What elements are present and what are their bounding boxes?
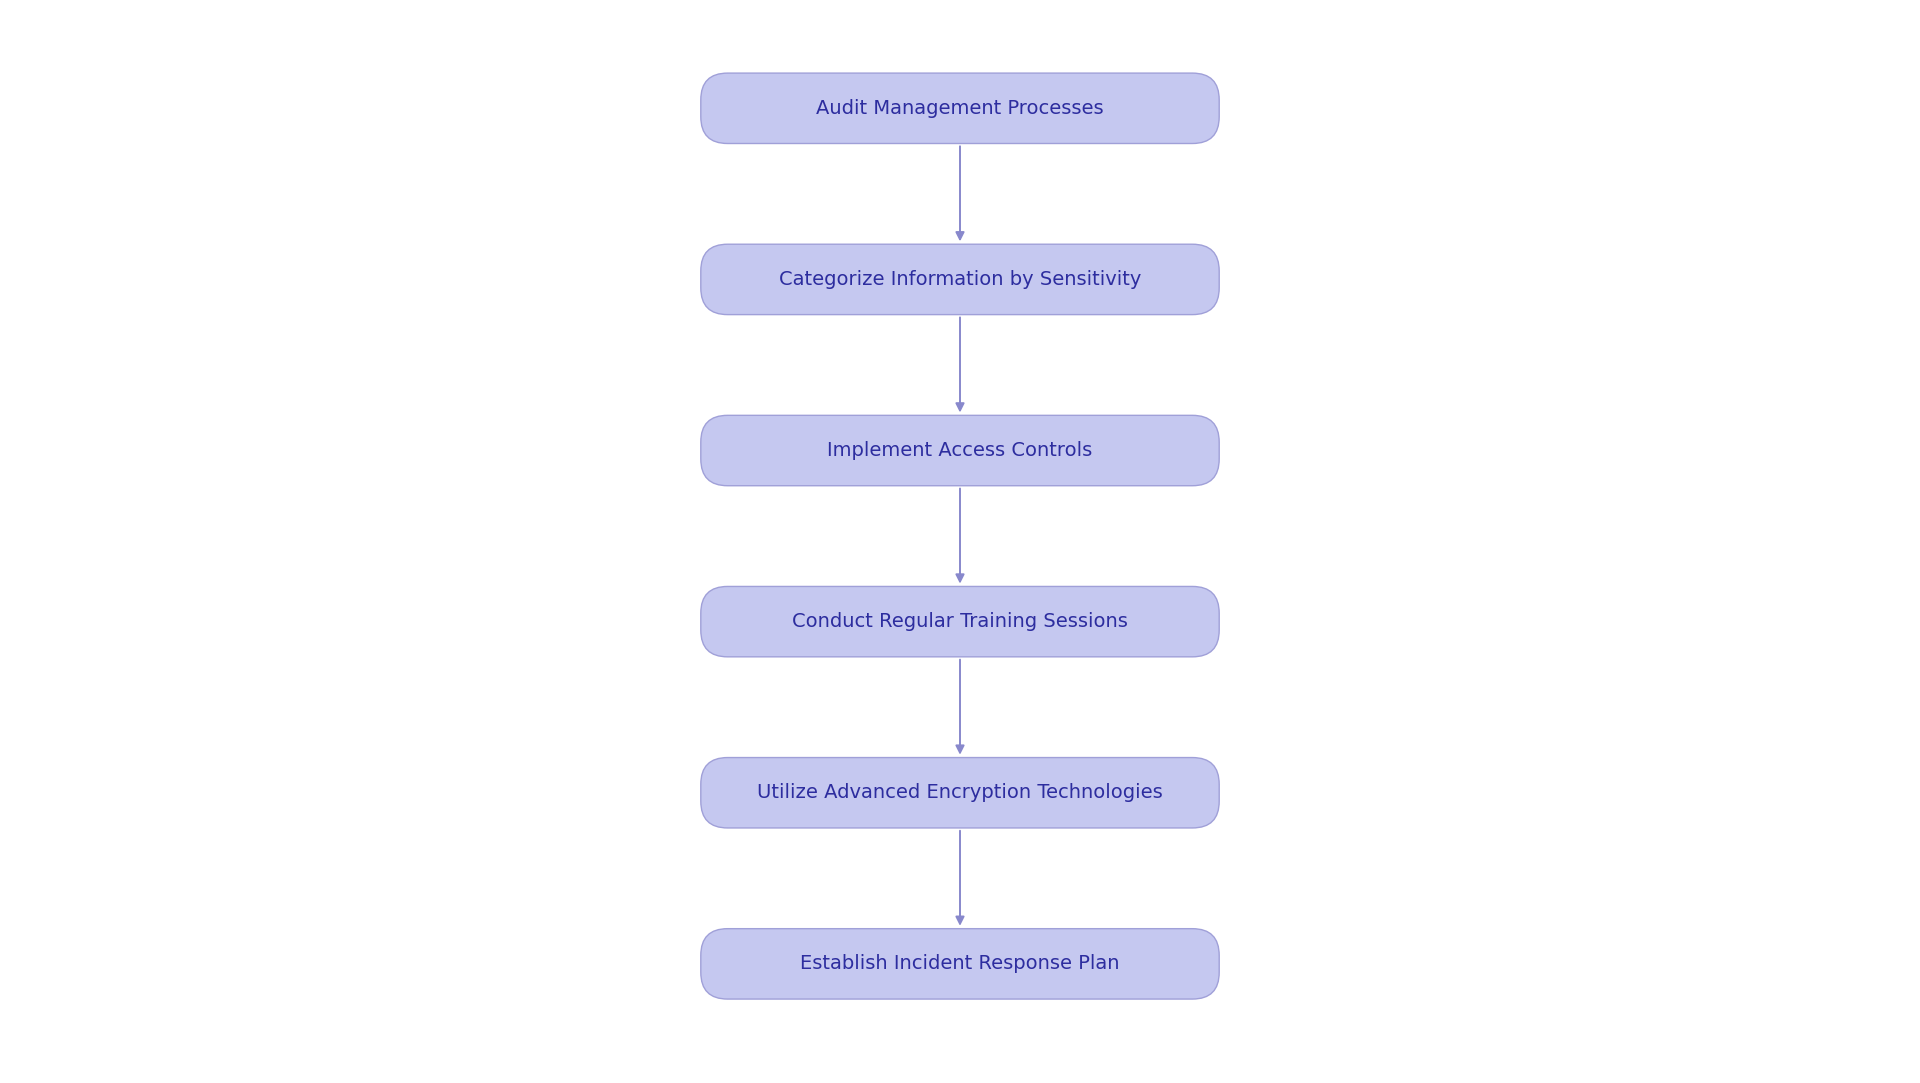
FancyBboxPatch shape <box>701 74 1219 143</box>
FancyBboxPatch shape <box>701 929 1219 999</box>
Text: Audit Management Processes: Audit Management Processes <box>816 99 1104 118</box>
FancyBboxPatch shape <box>701 758 1219 827</box>
FancyBboxPatch shape <box>701 245 1219 314</box>
FancyBboxPatch shape <box>701 587 1219 656</box>
FancyBboxPatch shape <box>701 416 1219 485</box>
Text: Categorize Information by Sensitivity: Categorize Information by Sensitivity <box>780 270 1140 289</box>
Text: Implement Access Controls: Implement Access Controls <box>828 441 1092 460</box>
Text: Utilize Advanced Encryption Technologies: Utilize Advanced Encryption Technologies <box>756 783 1164 803</box>
Text: Establish Incident Response Plan: Establish Incident Response Plan <box>801 954 1119 974</box>
Text: Conduct Regular Training Sessions: Conduct Regular Training Sessions <box>793 612 1127 631</box>
